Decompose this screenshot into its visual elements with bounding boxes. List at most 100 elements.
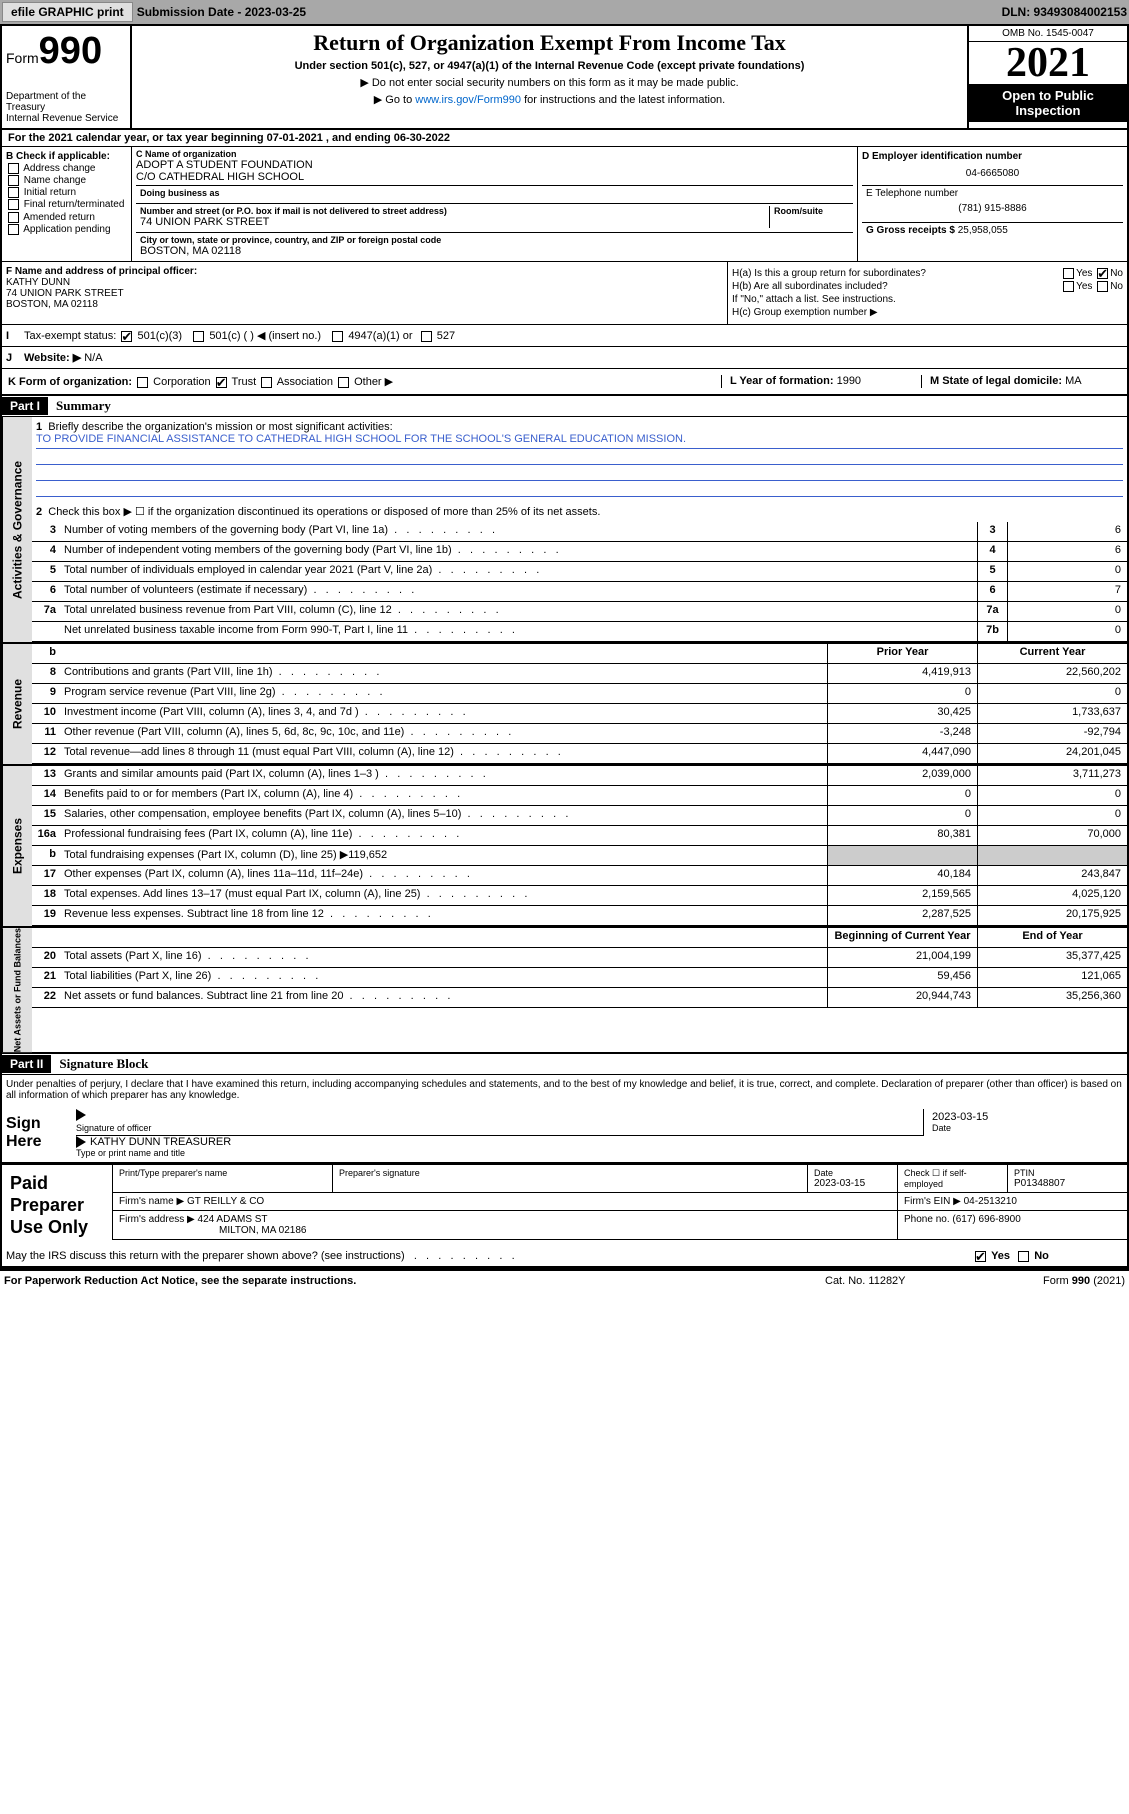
declaration-text: Under penalties of perjury, I declare th…	[2, 1075, 1127, 1105]
footer-left: For Paperwork Reduction Act Notice, see …	[4, 1275, 825, 1287]
i-4947-checkbox[interactable]	[332, 331, 343, 342]
form-number: 990	[39, 30, 102, 72]
part2-header: Part II	[2, 1055, 51, 1073]
may-no-checkbox[interactable]	[1018, 1251, 1029, 1262]
i-501c-checkbox[interactable]	[193, 331, 204, 342]
form-title: Return of Organization Exempt From Incom…	[136, 30, 963, 56]
line-a: For the 2021 calendar year, or tax year …	[2, 130, 1127, 147]
sign-date: 2023-03-15	[932, 1111, 1115, 1123]
h-b-label: H(b) Are all subordinates included?	[732, 281, 888, 292]
q1-label: Briefly describe the organization's miss…	[48, 421, 392, 433]
footer-mid: Cat. No. 11282Y	[825, 1275, 975, 1287]
firm-name: GT REILLY & CO	[187, 1196, 264, 1207]
firm-addr: 424 ADAMS ST	[198, 1214, 268, 1225]
ein-label: D Employer identification number	[862, 151, 1123, 162]
org-name-1: ADOPT A STUDENT FOUNDATION	[136, 159, 853, 171]
efile-button[interactable]: efile GRAPHIC print	[2, 2, 133, 22]
k-label: K Form of organization:	[8, 376, 132, 388]
open-to-public: Open to Public Inspection	[969, 84, 1127, 122]
note-1: ▶ Do not enter social security numbers o…	[136, 76, 963, 89]
officer-label: F Name and address of principal officer:	[6, 266, 723, 277]
form-frame: Form990 Department of the Treasury Inter…	[0, 24, 1129, 1270]
form-id-block: Form990 Department of the Treasury Inter…	[2, 26, 132, 128]
may-yes-checkbox[interactable]	[975, 1251, 986, 1262]
sig-officer-label: Signature of officer	[76, 1121, 923, 1136]
dln: DLN: 93493084002153	[1002, 5, 1127, 19]
part1-header: Part I	[2, 397, 48, 415]
current-year-header: Current Year	[977, 644, 1127, 663]
irs-link[interactable]: www.irs.gov/Form990	[415, 94, 521, 106]
prep-date: 2023-03-15	[814, 1178, 891, 1189]
k-opt-checkbox[interactable]	[338, 377, 349, 388]
dept-text: Department of the Treasury Internal Reve…	[6, 91, 126, 124]
i-501c3-checkbox[interactable]	[121, 331, 132, 342]
l-label: L Year of formation:	[730, 375, 834, 387]
end-year-header: End of Year	[977, 928, 1127, 947]
tax-year: 2021	[969, 42, 1127, 84]
net-assets-tab: Net Assets or Fund Balances	[2, 928, 32, 1052]
part2-title: Signature Block	[51, 1054, 156, 1074]
name-label: C Name of organization	[136, 149, 853, 159]
topbar: efile GRAPHIC print Submission Date - 20…	[0, 0, 1129, 24]
colb-item[interactable]: Name change	[6, 175, 127, 186]
dba-label: Doing business as	[140, 188, 220, 198]
ha-no-checkbox[interactable]	[1097, 268, 1108, 279]
governance-tab: Activities & Governance	[2, 417, 32, 642]
colb-item[interactable]: Address change	[6, 163, 127, 174]
h-note: If "No," attach a list. See instructions…	[732, 294, 1123, 305]
officer-addr1: 74 UNION PARK STREET	[6, 288, 723, 299]
tel-label: E Telephone number	[866, 188, 1119, 199]
m-val: MA	[1065, 375, 1082, 387]
gross-label: G Gross receipts $	[866, 225, 955, 236]
expenses-tab: Expenses	[2, 766, 32, 926]
phone-val: (617) 696-8900	[952, 1214, 1020, 1225]
k-opt-checkbox[interactable]	[137, 377, 148, 388]
city-val: BOSTON, MA 02118	[140, 245, 849, 257]
phone-label: Phone no.	[904, 1214, 950, 1225]
j-label: Website: ▶	[24, 352, 81, 364]
k-opt-checkbox[interactable]	[216, 377, 227, 388]
h-a-label: H(a) Is this a group return for subordin…	[732, 268, 926, 279]
prep-name-label: Print/Type preparer's name	[119, 1168, 326, 1178]
ptin-label: PTIN	[1014, 1168, 1121, 1178]
ptin-val: P01348807	[1014, 1178, 1121, 1189]
ein-val: 04-6665080	[862, 168, 1123, 179]
website-val: N/A	[84, 352, 102, 364]
colb-item[interactable]: Final return/terminated	[6, 199, 127, 210]
colb-item[interactable]: Application pending	[6, 224, 127, 235]
addr-label: Number and street (or P.O. box if mail i…	[140, 206, 769, 216]
col-c: C Name of organization ADOPT A STUDENT F…	[132, 147, 857, 261]
part1-title: Summary	[48, 396, 119, 416]
org-name-2: C/O CATHEDRAL HIGH SCHOOL	[136, 171, 853, 183]
mission-text: TO PROVIDE FINANCIAL ASSISTANCE TO CATHE…	[36, 433, 1123, 449]
k-opt-checkbox[interactable]	[261, 377, 272, 388]
footer-right: Form Form 990 (2021)990 (2021)	[975, 1275, 1125, 1287]
firm-addr-label: Firm's address ▶	[119, 1214, 195, 1225]
prep-date-label: Date	[814, 1168, 891, 1178]
tel-val: (781) 915-8886	[866, 203, 1119, 214]
officer-name: KATHY DUNN	[6, 277, 723, 288]
colb-item[interactable]: Amended return	[6, 212, 127, 223]
prior-year-header: Prior Year	[827, 644, 977, 663]
hb-no-checkbox[interactable]	[1097, 281, 1108, 292]
addr-val: 74 UNION PARK STREET	[140, 216, 769, 228]
i-527-checkbox[interactable]	[421, 331, 432, 342]
room-label: Room/suite	[769, 206, 849, 228]
form-subtitle: Under section 501(c), 527, or 4947(a)(1)…	[136, 60, 963, 72]
hb-yes-checkbox[interactable]	[1063, 281, 1074, 292]
sign-here-label: Sign Here	[2, 1105, 72, 1162]
submission-label: Submission Date - 2023-03-25	[137, 5, 306, 19]
paid-preparer-label: Paid Preparer Use Only	[2, 1165, 112, 1246]
ha-yes-checkbox[interactable]	[1063, 268, 1074, 279]
city-label: City or town, state or province, country…	[140, 235, 849, 245]
l-val: 1990	[837, 375, 861, 387]
firm-label: Firm's name ▶	[119, 1196, 184, 1207]
col-d: D Employer identification number 04-6665…	[857, 147, 1127, 261]
may-discuss-text: May the IRS discuss this return with the…	[6, 1250, 405, 1262]
signer-name: KATHY DUNN TREASURER	[90, 1136, 231, 1148]
colb-item[interactable]: Initial return	[6, 187, 127, 198]
q2-text: Check this box ▶ ☐ if the organization d…	[48, 506, 600, 518]
firm-ein-label: Firm's EIN ▶	[904, 1196, 961, 1207]
prep-check-label: Check ☐ if self-employed	[897, 1165, 1007, 1192]
col-b: B Check if applicable: Address change Na…	[2, 147, 132, 261]
